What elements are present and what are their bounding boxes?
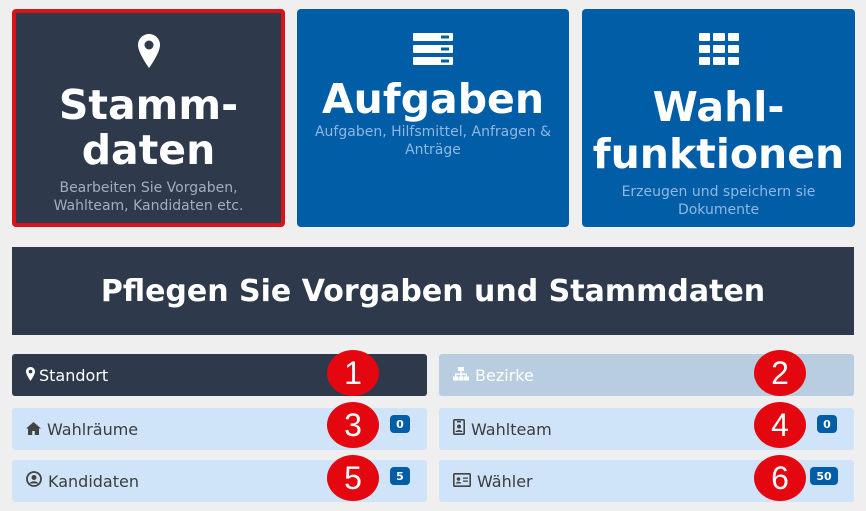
annotation-marker: 3 <box>327 402 379 448</box>
nav-item-label: Kandidaten <box>48 471 139 491</box>
map-marker-icon <box>26 366 35 385</box>
annotation-marker: 6 <box>754 455 806 501</box>
grid-icon <box>698 33 739 69</box>
id-card-icon <box>453 472 471 491</box>
section-banner: Pflegen Sie Vorgaben und Stammdaten <box>12 247 854 335</box>
annotation-marker: 5 <box>327 455 379 501</box>
tile-subtitle: Aufgaben, Hilfsmittel, Anfragen & Anträg… <box>314 124 551 158</box>
count-badge: 0 <box>390 415 410 433</box>
tile-title: Stamm- daten <box>58 81 239 174</box>
count-badge: 0 <box>817 415 837 433</box>
tile-title: Wahl- funktionen <box>592 83 845 178</box>
map-marker-icon <box>137 34 160 72</box>
tile-wahlfunktionen[interactable]: Wahl- funktionen Erzeugen und speichern … <box>582 9 855 227</box>
tile-aufgaben[interactable]: Aufgaben Aufgaben, Hilfsmittel, Anfragen… <box>297 9 569 227</box>
tile-subtitle: Erzeugen und speichern sie Dokumente <box>621 184 816 218</box>
nav-item-label: Wahlteam <box>471 419 552 439</box>
annotation-marker: 4 <box>754 402 806 448</box>
nav-item-label: Wähler <box>477 471 533 491</box>
tile-title: Aufgaben <box>321 75 545 123</box>
server-icon <box>413 33 453 69</box>
section-title: Pflegen Sie Vorgaben und Stammdaten <box>100 273 766 309</box>
nav-item-label: Standort <box>39 365 109 385</box>
sitemap-icon <box>453 366 469 385</box>
nav-item-label: Bezirke <box>475 365 534 385</box>
nav-item-label: Wahlräume <box>47 419 139 439</box>
tile-subtitle: Bearbeiten Sie Vorgaben, Wahlteam, Kandi… <box>53 180 244 214</box>
annotation-marker: 1 <box>327 350 379 396</box>
annotation-marker: 2 <box>754 350 806 396</box>
user-circle-icon <box>26 471 42 491</box>
count-badge: 5 <box>390 467 410 485</box>
id-badge-icon <box>453 419 465 439</box>
home-icon <box>26 420 41 439</box>
count-badge: 50 <box>810 467 838 485</box>
tile-stammdaten[interactable]: Stamm- daten Bearbeiten Sie Vorgaben, Wa… <box>12 9 285 227</box>
